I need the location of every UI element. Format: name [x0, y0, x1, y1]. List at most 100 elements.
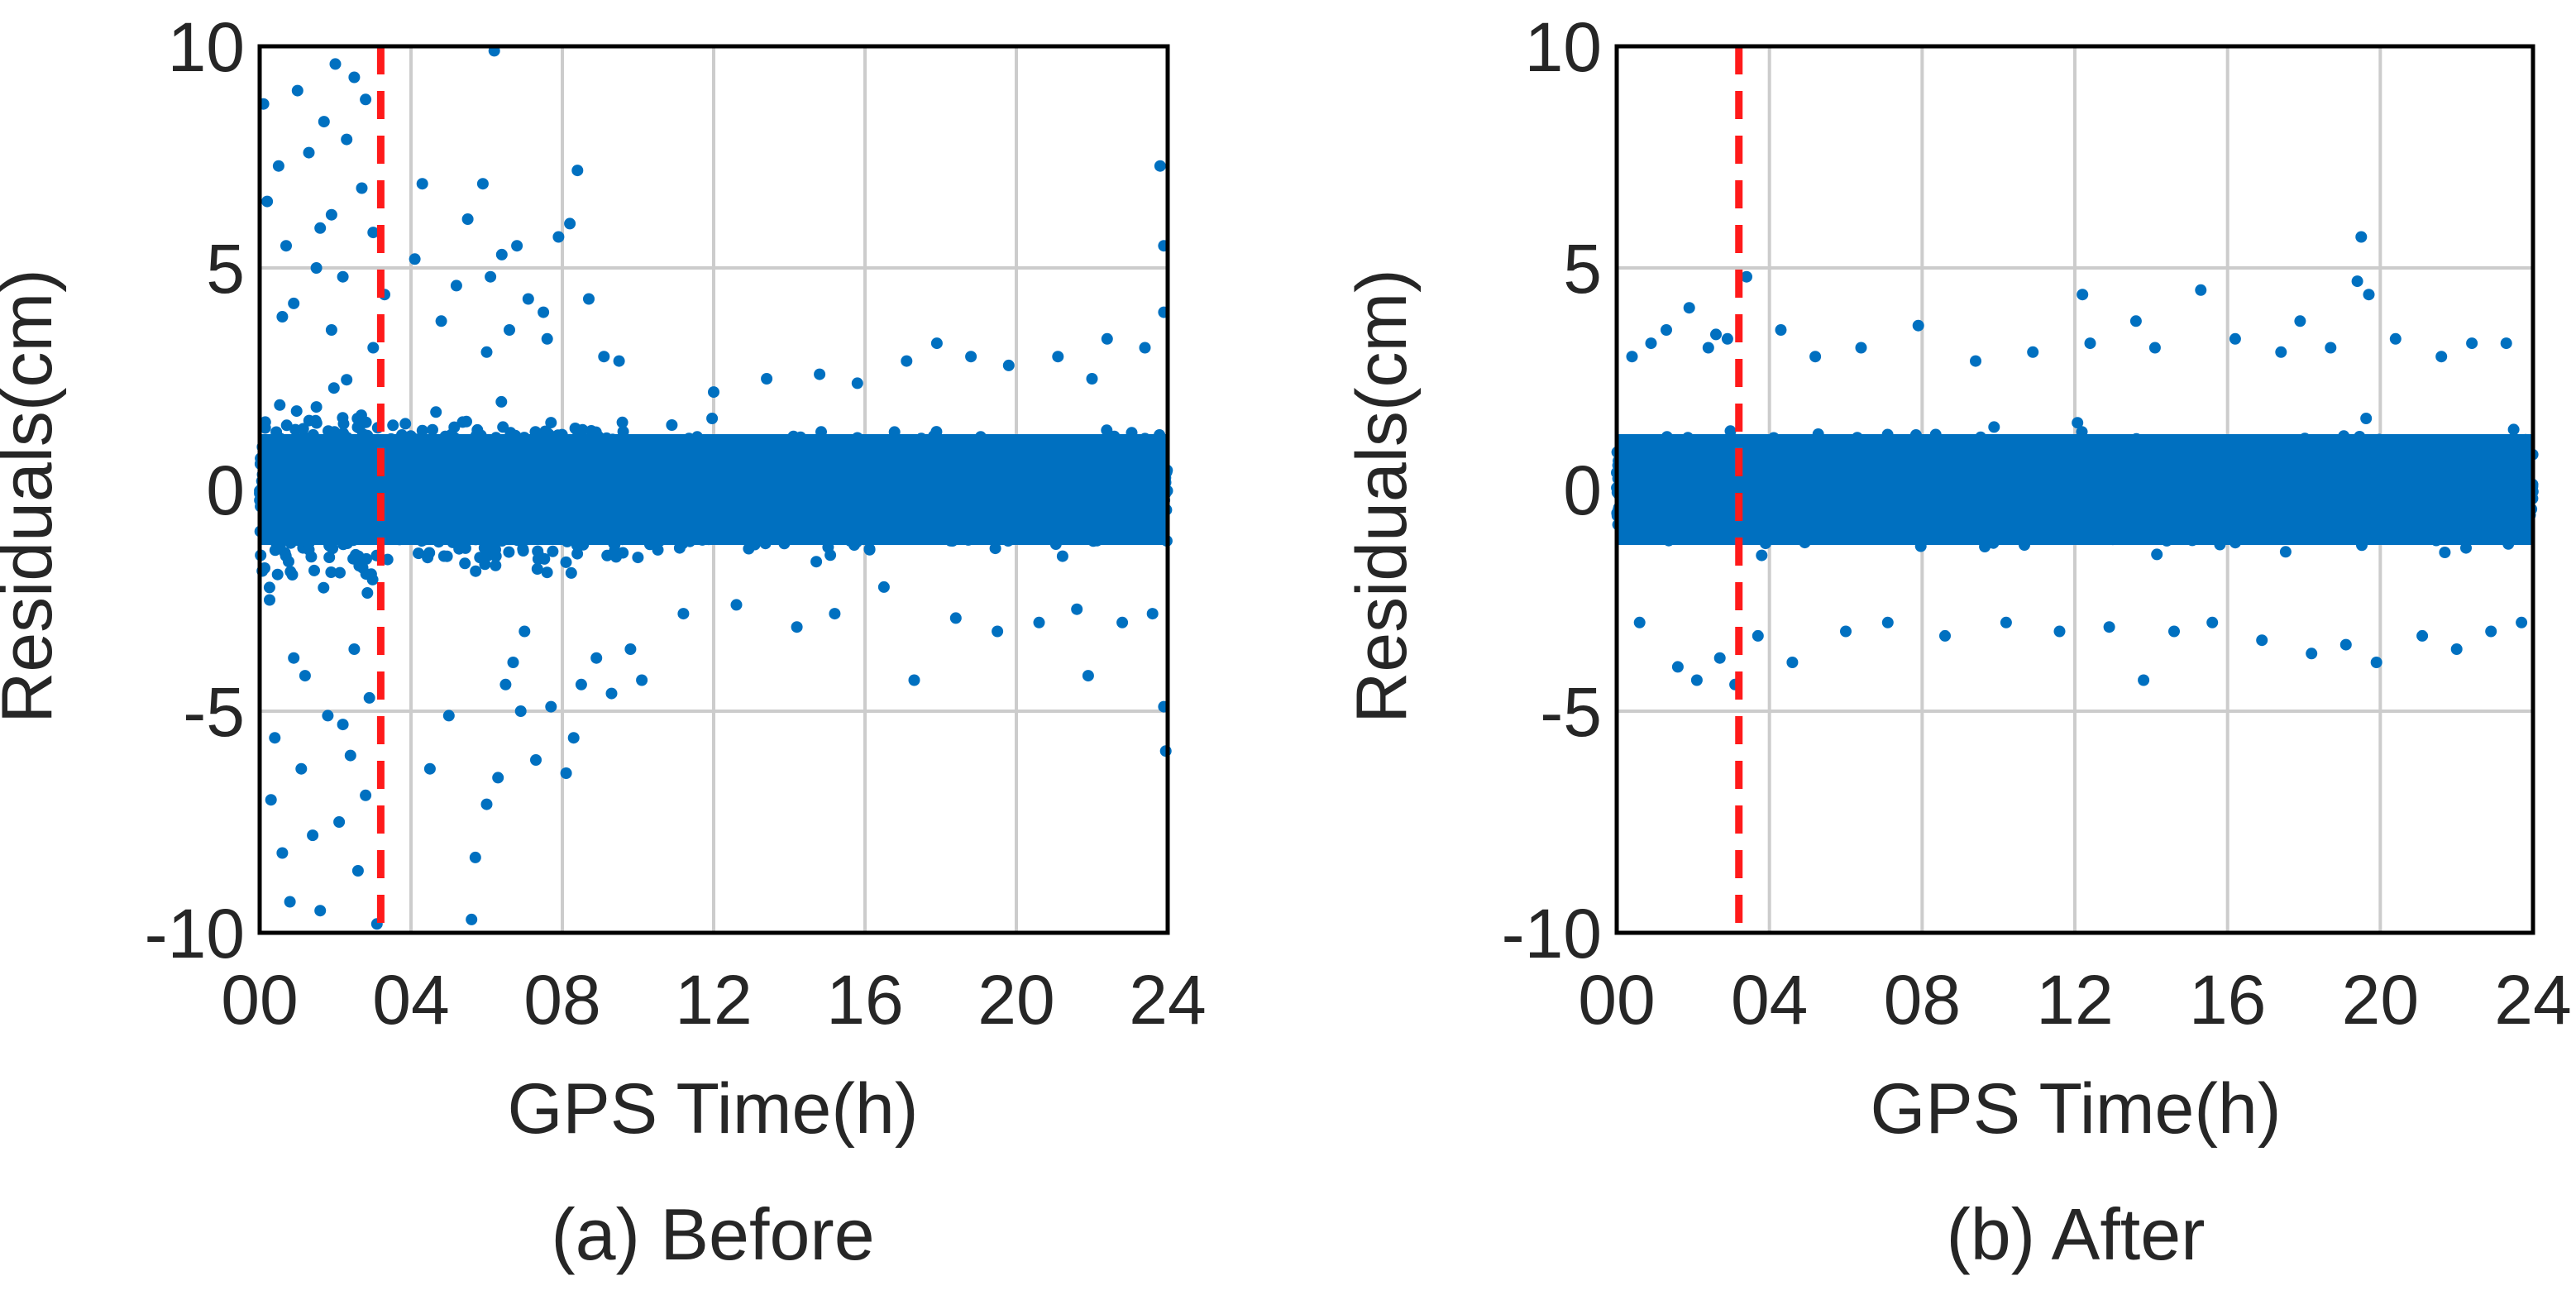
scatter-point — [829, 608, 841, 620]
band-point — [318, 581, 330, 594]
band-point — [2151, 548, 2163, 561]
scatter-point — [613, 355, 625, 367]
band-point — [2360, 413, 2373, 424]
scatter-point — [476, 178, 489, 190]
scatter-point — [348, 643, 361, 655]
band-point — [341, 374, 353, 386]
scatter-point — [450, 280, 462, 292]
scatter-point — [466, 913, 478, 925]
band-point — [531, 563, 543, 575]
scatter-point — [1033, 616, 1045, 628]
scatter-point — [499, 678, 512, 691]
band-point — [560, 556, 572, 568]
band-point — [310, 401, 323, 413]
scatter-point — [730, 599, 743, 611]
band-point — [863, 542, 876, 555]
y-tick-label: 5 — [206, 230, 245, 308]
scatter-point — [295, 762, 308, 775]
band-point — [283, 556, 294, 568]
scatter-point — [908, 674, 920, 686]
band-point — [490, 559, 502, 571]
x-tick-label: 16 — [826, 961, 903, 1039]
scatter-point — [590, 652, 603, 664]
scatter-point — [492, 772, 504, 784]
scatter-point — [965, 351, 977, 363]
scatter-point — [1139, 342, 1151, 354]
scatter-point — [303, 146, 315, 159]
band-point — [269, 544, 281, 557]
scatter-point — [1082, 670, 1094, 682]
scatter-point — [541, 332, 553, 345]
scatter-point — [269, 732, 281, 744]
scatter-point — [299, 670, 311, 682]
band-point — [337, 418, 350, 430]
scatter-point — [291, 84, 303, 97]
band-point — [360, 416, 372, 428]
band-point — [810, 556, 823, 568]
scatter-point — [567, 732, 580, 744]
scatter-point — [636, 674, 648, 686]
band-point — [1756, 549, 1768, 561]
scatter-point — [1086, 373, 1098, 385]
scatter-point — [314, 222, 327, 234]
band-point — [441, 550, 453, 562]
band-point — [290, 405, 303, 418]
x-tick-label: 20 — [977, 961, 1054, 1039]
scatter-point — [325, 208, 337, 221]
band-point — [1988, 421, 2000, 433]
scatter-point — [877, 581, 890, 593]
scatter-point — [337, 270, 349, 283]
scatter-point — [677, 608, 690, 620]
y-tick-label: -5 — [183, 673, 245, 751]
band-point — [632, 552, 644, 564]
scatter-point — [504, 324, 515, 336]
band-point — [497, 421, 509, 433]
scatter-point — [511, 240, 523, 252]
scatter-point — [791, 621, 803, 633]
band-point — [479, 558, 491, 571]
caption-before: (a) Before — [551, 1193, 874, 1275]
x-axis-label-before: GPS Time(h) — [508, 1069, 919, 1149]
dense-band-before — [254, 374, 1173, 606]
scatter-point — [280, 240, 292, 252]
band-point — [538, 552, 551, 565]
x-tick-label: 24 — [1129, 961, 1206, 1039]
scatter-point — [276, 847, 289, 859]
band-point — [263, 581, 275, 594]
y-tick-label: 10 — [168, 8, 245, 86]
scatter-point — [552, 231, 565, 243]
scatter-point — [1154, 160, 1166, 172]
scatter-point — [356, 182, 368, 194]
scatter-point — [538, 306, 550, 318]
band-point — [387, 419, 399, 432]
scatter-point — [949, 612, 962, 624]
scatter-point — [284, 896, 296, 908]
band-point — [323, 425, 334, 437]
scatter-point — [265, 794, 277, 806]
band-point — [989, 542, 1001, 555]
band-point — [610, 551, 622, 563]
band-point — [361, 587, 374, 599]
scatter-point — [564, 217, 576, 230]
scatter-point — [851, 377, 863, 389]
scatter-point — [416, 178, 428, 190]
band-point — [1056, 550, 1068, 562]
band-point — [666, 419, 678, 431]
scatter-point — [480, 798, 493, 810]
band-point — [264, 594, 275, 606]
band-point — [310, 417, 323, 429]
scatter-point — [344, 749, 356, 762]
x-tick-label: 08 — [523, 961, 600, 1039]
scatter-point — [571, 165, 584, 177]
scatter-point — [322, 710, 334, 722]
scatter-point — [1052, 351, 1064, 363]
scatter-point — [314, 905, 327, 917]
scatter-point — [480, 346, 493, 358]
scatter-point — [708, 386, 719, 399]
scatter-point — [318, 116, 330, 128]
scatter-point — [1071, 603, 1083, 615]
band-point — [308, 564, 320, 576]
